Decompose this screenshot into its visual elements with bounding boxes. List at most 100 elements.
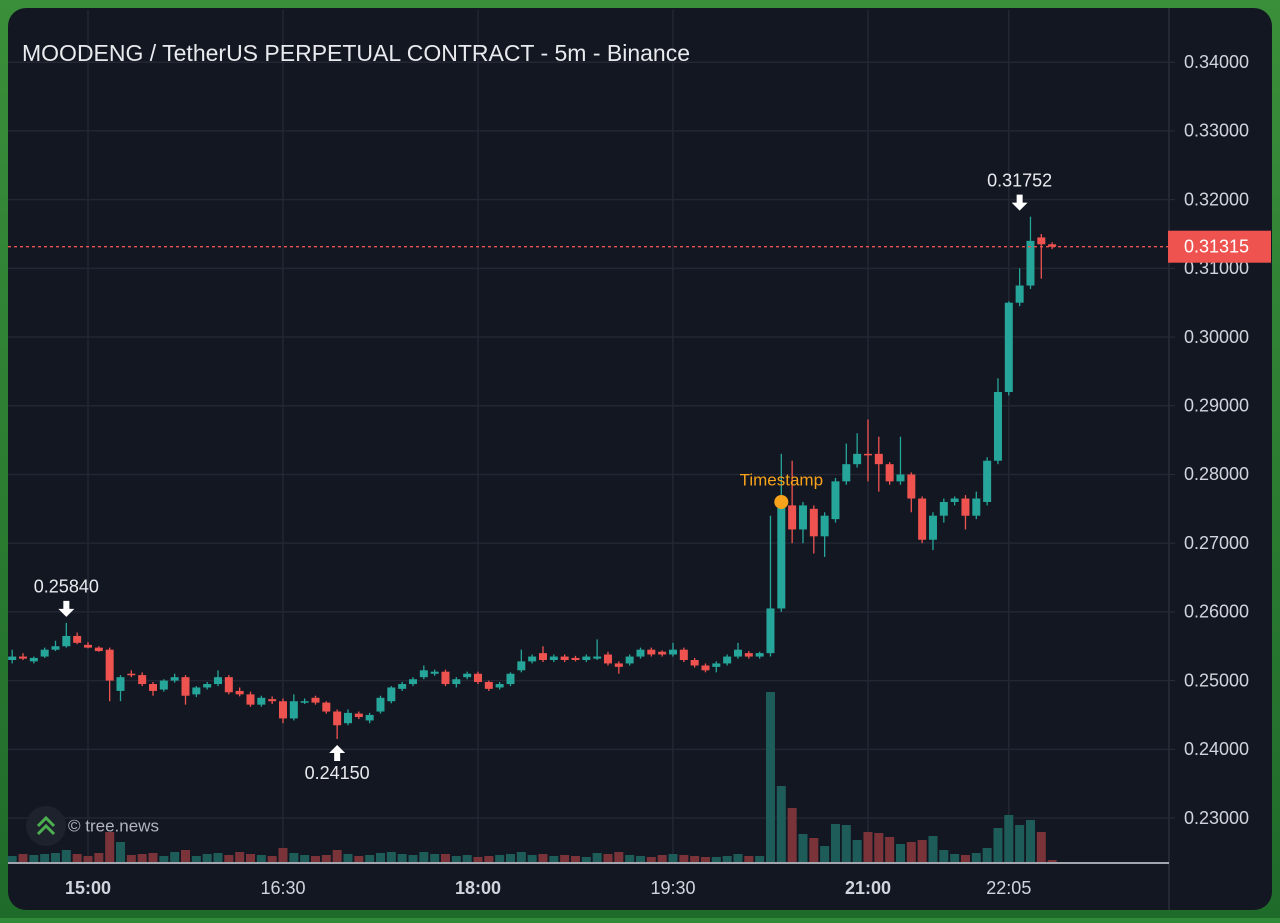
axes: 0.23000 0.24000 0.25000 0.26000 0.27000 0.280… xyxy=(65,52,1249,898)
candle-body xyxy=(343,712,352,724)
volume-bar xyxy=(137,854,147,862)
volume-bar xyxy=(690,856,700,862)
grid xyxy=(8,10,1168,862)
candle-body xyxy=(40,649,49,657)
volume-bar xyxy=(830,824,840,862)
volume-bar xyxy=(170,852,180,862)
candle-body xyxy=(831,481,840,520)
last-price-tag xyxy=(1168,230,1271,263)
x-tick-label: 16:30 xyxy=(260,878,305,898)
volume-bar xyxy=(126,855,136,862)
y-tick-label: 0.28000 xyxy=(1184,464,1249,484)
x-tick-label: 19:30 xyxy=(650,878,695,898)
candle-body xyxy=(950,498,959,502)
x-tick-label: 15:00 xyxy=(65,878,111,898)
volume-bar xyxy=(495,855,505,862)
panel xyxy=(8,8,1272,910)
volume-bar xyxy=(440,854,450,862)
volume-bar xyxy=(397,854,407,862)
candle-body xyxy=(289,701,298,719)
candle-body xyxy=(484,681,493,689)
volume-bar xyxy=(451,856,461,862)
candle-body xyxy=(333,711,342,726)
candle-layer xyxy=(8,216,1057,740)
volume-bar xyxy=(7,856,17,862)
volume-bar xyxy=(408,855,418,862)
volume-bar xyxy=(635,856,645,862)
volume-bar xyxy=(809,838,819,862)
candle-body xyxy=(495,684,504,688)
candle-body xyxy=(517,661,526,671)
candle-body xyxy=(430,671,439,674)
y-tick-label: 0.30000 xyxy=(1184,327,1249,347)
timestamp-marker xyxy=(774,494,789,509)
candle-body xyxy=(668,649,677,655)
candle-body xyxy=(268,699,277,702)
volume-bar xyxy=(917,840,927,862)
candle-body xyxy=(376,697,385,712)
volume-bar xyxy=(820,846,830,862)
candle-body xyxy=(322,702,331,712)
volume-bar xyxy=(1004,815,1014,862)
volume-bar xyxy=(354,856,364,862)
candle-body xyxy=(560,656,569,660)
candle-body xyxy=(798,505,807,530)
volume-bar xyxy=(614,852,624,862)
candle-body xyxy=(105,649,114,681)
volume-bar xyxy=(72,854,82,862)
volume-bar xyxy=(430,854,440,862)
annotation-label: 0.24150 xyxy=(305,763,370,783)
volume-bar xyxy=(711,857,721,862)
candle-body xyxy=(712,663,721,667)
watermark-text: © tree.news xyxy=(68,816,159,835)
candle-body xyxy=(1004,302,1013,393)
candle-body xyxy=(939,501,948,516)
volume-bar xyxy=(928,836,938,862)
y-tick-label: 0.25000 xyxy=(1184,670,1249,690)
volume-bar xyxy=(906,842,916,862)
candle-body xyxy=(51,646,60,650)
candle-body xyxy=(224,677,233,693)
candle-body xyxy=(246,694,255,705)
candle-body xyxy=(625,656,634,664)
volume-bar xyxy=(895,844,905,862)
candle-body xyxy=(300,701,309,703)
candle-body xyxy=(354,713,363,718)
volume-bar xyxy=(180,850,190,862)
candle-body xyxy=(278,701,287,719)
candle-body xyxy=(235,690,244,695)
candle-body xyxy=(127,673,136,676)
candle-body xyxy=(928,515,937,540)
candle-body xyxy=(441,671,450,685)
y-tick-label: 0.32000 xyxy=(1184,189,1249,209)
y-tick-label: 0.33000 xyxy=(1184,121,1249,141)
candle-body xyxy=(647,649,656,655)
volume-bar xyxy=(213,853,223,862)
volume-bar xyxy=(885,837,895,862)
candle-body xyxy=(62,635,71,647)
volume-bar xyxy=(40,854,50,862)
candle-body xyxy=(582,656,591,660)
volume-bar xyxy=(776,786,786,862)
y-tick-label: 0.31000 xyxy=(1184,258,1249,278)
volume-bar xyxy=(310,856,320,862)
volume-bar xyxy=(668,854,678,862)
overlay: 0.31315 0.25840 0.24150 0.31752 Timestamp xyxy=(8,170,1271,783)
last-price-label: 0.31315 xyxy=(1184,236,1249,256)
volume-bar xyxy=(744,856,754,862)
candle-body xyxy=(679,649,688,660)
y-tick-label: 0.26000 xyxy=(1184,602,1249,622)
candle-body xyxy=(138,675,147,685)
candle-body xyxy=(181,677,190,696)
candle-body xyxy=(452,679,461,685)
x-tick-label: 21:00 xyxy=(845,878,891,898)
volume-bar xyxy=(462,855,472,862)
volume-bar xyxy=(798,834,808,862)
y-tick-label: 0.23000 xyxy=(1184,808,1249,828)
volume-bar xyxy=(646,857,656,862)
annotation-arrow xyxy=(329,745,346,762)
volume-bar xyxy=(679,855,689,862)
volume-bar xyxy=(484,856,494,862)
candle-body xyxy=(116,677,125,691)
candle-body xyxy=(159,680,168,690)
